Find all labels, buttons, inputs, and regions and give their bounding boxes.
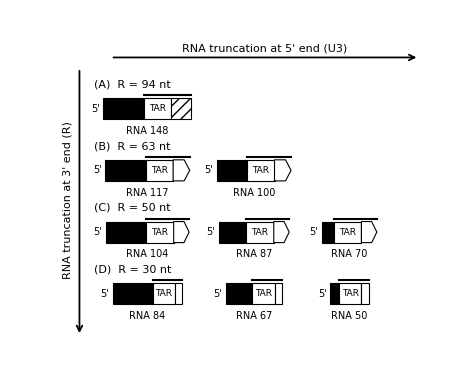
- Text: RNA truncation at 5' end (U3): RNA truncation at 5' end (U3): [182, 43, 347, 54]
- Text: RNA 87: RNA 87: [236, 249, 272, 259]
- Text: 5': 5': [100, 289, 109, 299]
- Polygon shape: [361, 222, 377, 242]
- Text: 5': 5': [204, 165, 213, 175]
- Text: RNA 148: RNA 148: [126, 126, 169, 136]
- Text: 5': 5': [93, 165, 101, 175]
- Text: TAR: TAR: [342, 289, 359, 298]
- Bar: [322, 222, 334, 242]
- Bar: [226, 283, 253, 304]
- Bar: [339, 283, 361, 304]
- Text: RNA 117: RNA 117: [126, 188, 169, 197]
- Bar: [334, 222, 361, 242]
- Text: TAR: TAR: [151, 166, 168, 175]
- Bar: [330, 283, 339, 304]
- Bar: [175, 283, 182, 304]
- Text: RNA 84: RNA 84: [129, 311, 165, 321]
- Text: RNA 70: RNA 70: [331, 249, 368, 259]
- Bar: [246, 222, 274, 242]
- Bar: [253, 283, 274, 304]
- Text: (B)  R = 63 nt: (B) R = 63 nt: [94, 141, 171, 151]
- Bar: [106, 222, 146, 242]
- Bar: [171, 98, 191, 119]
- Text: 5': 5': [318, 289, 327, 299]
- Bar: [146, 222, 173, 242]
- Text: TAR: TAR: [149, 104, 166, 113]
- Text: TAR: TAR: [255, 289, 272, 298]
- Bar: [153, 283, 175, 304]
- Text: (C)  R = 50 nt: (C) R = 50 nt: [94, 203, 171, 213]
- Text: RNA 100: RNA 100: [233, 188, 275, 197]
- Text: TAR: TAR: [252, 166, 269, 175]
- Text: TAR: TAR: [151, 228, 168, 237]
- Text: 5': 5': [206, 227, 215, 237]
- Text: 5': 5': [214, 289, 222, 299]
- Text: (D)  R = 30 nt: (D) R = 30 nt: [94, 265, 172, 275]
- Bar: [103, 98, 144, 119]
- Text: 5': 5': [91, 104, 100, 114]
- Bar: [112, 283, 153, 304]
- Bar: [217, 160, 247, 181]
- Bar: [247, 160, 274, 181]
- Bar: [219, 222, 246, 242]
- Polygon shape: [173, 160, 190, 181]
- Bar: [274, 283, 282, 304]
- Bar: [144, 98, 171, 119]
- Bar: [361, 283, 369, 304]
- Text: RNA 67: RNA 67: [236, 311, 272, 321]
- Text: 5': 5': [93, 227, 102, 237]
- Text: (A)  R = 94 nt: (A) R = 94 nt: [94, 79, 171, 90]
- Text: 5': 5': [310, 227, 319, 237]
- Polygon shape: [274, 160, 291, 181]
- Polygon shape: [173, 222, 189, 242]
- Polygon shape: [274, 222, 289, 242]
- Bar: [105, 160, 146, 181]
- Bar: [146, 160, 173, 181]
- Text: TAR: TAR: [252, 228, 268, 237]
- Text: RNA 104: RNA 104: [126, 249, 169, 259]
- Text: TAR: TAR: [155, 289, 173, 298]
- Text: RNA 50: RNA 50: [331, 311, 368, 321]
- Text: TAR: TAR: [339, 228, 356, 237]
- Text: RNA truncation at 3' end (R): RNA truncation at 3' end (R): [63, 122, 73, 280]
